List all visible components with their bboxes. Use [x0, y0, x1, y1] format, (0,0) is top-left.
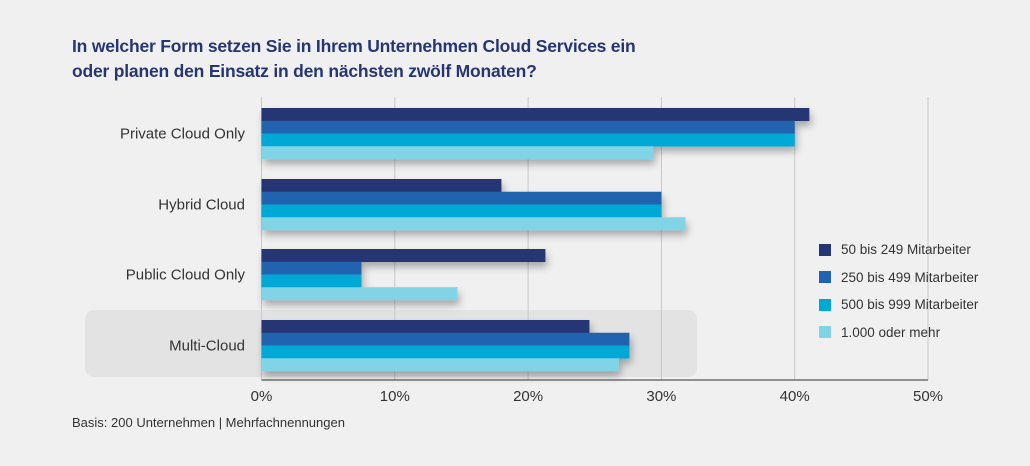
- legend-item: 1.000 oder mehr: [819, 319, 978, 347]
- legend-item: 250 bis 499 Mitarbeiter: [819, 264, 978, 292]
- x-tick-label: 40%: [780, 388, 810, 405]
- bar: [261, 249, 546, 263]
- bar: [261, 108, 810, 122]
- x-tick-label: 50%: [913, 388, 943, 405]
- bar: [261, 133, 795, 147]
- bar: [261, 345, 630, 359]
- category-label: Public Cloud Only: [126, 267, 246, 284]
- category-label: Private Cloud Only: [120, 126, 246, 143]
- legend-swatch: [819, 271, 831, 284]
- chart-title-line-2: oder planen den Einsatz in den nächsten …: [72, 61, 537, 81]
- legend-item: 50 bis 249 Mitarbeiter: [819, 236, 978, 264]
- bar: [261, 287, 458, 301]
- bar: [261, 217, 686, 231]
- legend-item: 500 bis 999 Mitarbeiter: [819, 291, 978, 319]
- bar-group: [261, 249, 546, 301]
- bar: [261, 274, 362, 288]
- bar: [261, 179, 502, 193]
- legend-swatch: [819, 298, 831, 311]
- bar: [261, 332, 630, 346]
- bar: [261, 204, 662, 218]
- legend-label: 50 bis 249 Mitarbeiter: [841, 242, 971, 258]
- bar: [261, 261, 362, 275]
- bar-group: [261, 179, 686, 231]
- x-tick-label: 20%: [513, 388, 543, 405]
- category-label: Multi-Cloud: [169, 338, 245, 355]
- bar-group: [261, 320, 630, 372]
- x-tick-label: 10%: [380, 388, 410, 405]
- bar: [261, 320, 590, 334]
- bar: [261, 191, 662, 205]
- bar: [261, 146, 654, 160]
- chart-title-line-1: In welcher Form setzen Sie in Ihrem Unte…: [72, 36, 636, 56]
- legend-label: 1.000 oder mehr: [841, 324, 941, 340]
- bar: [261, 120, 795, 134]
- legend-swatch: [819, 243, 831, 256]
- legend-label: 250 bis 499 Mitarbeiter: [841, 269, 979, 285]
- legend-swatch: [819, 326, 831, 339]
- bar: [261, 358, 619, 372]
- x-tick-label: 0%: [251, 388, 273, 405]
- chart-title: In welcher Form setzen Sie in Ihrem Unte…: [72, 34, 712, 84]
- x-tick-label: 30%: [646, 388, 676, 405]
- legend-label: 500 bis 999 Mitarbeiter: [841, 297, 979, 313]
- legend: 50 bis 249 Mitarbeiter 250 bis 499 Mitar…: [819, 236, 978, 346]
- footnote: Basis: 200 Unternehmen | Mehrfachnennung…: [72, 415, 345, 430]
- category-label: Hybrid Cloud: [158, 197, 245, 214]
- bar-group: [261, 108, 810, 160]
